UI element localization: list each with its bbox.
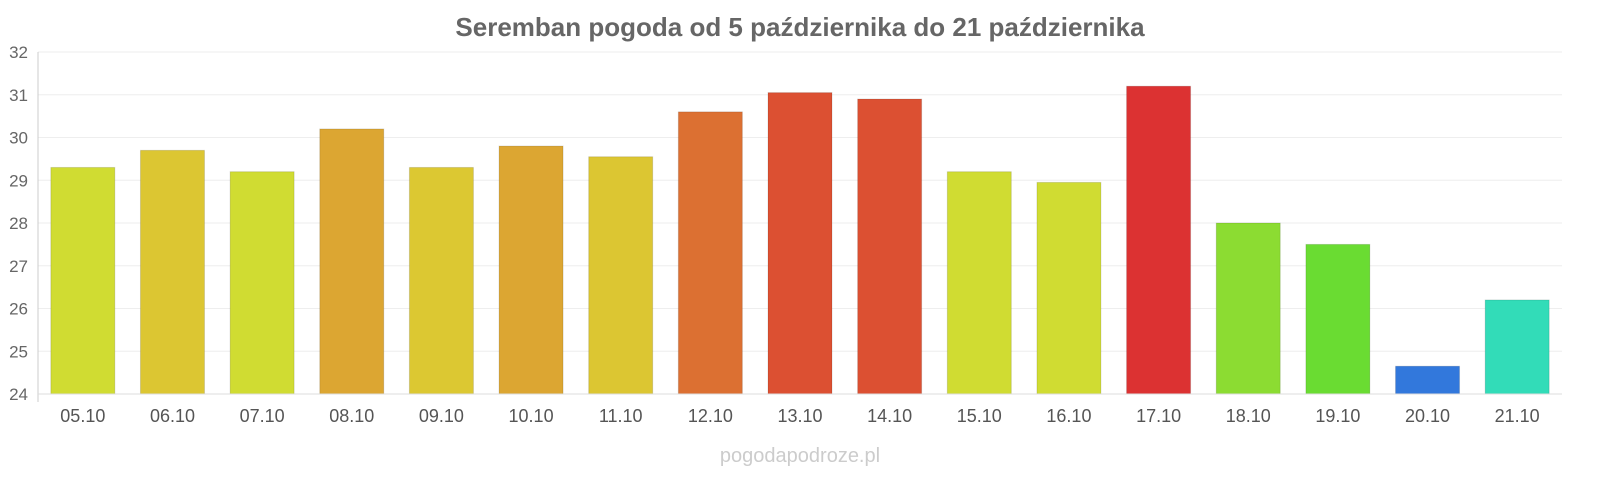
- x-tick-label: 08.10: [329, 406, 374, 426]
- x-tick-label: 17.10: [1136, 406, 1181, 426]
- x-tick-label: 16.10: [1046, 406, 1091, 426]
- y-tick-label: 30: [9, 129, 28, 148]
- x-tick-label: 19.10: [1315, 406, 1360, 426]
- bar-16.10: [1036, 181, 1102, 395]
- bars: [50, 85, 1550, 395]
- x-tick-label: 14.10: [867, 406, 912, 426]
- x-axis: 05.10 06.10 07.10 08.10 09.10 10.10 11.10 12.10…: [38, 393, 1562, 426]
- bar-11.10: [588, 156, 654, 395]
- x-tick-label: 06.10: [150, 406, 195, 426]
- bar-18.10: [1215, 222, 1281, 395]
- y-tick-label: 24: [9, 385, 28, 404]
- bar-12.10: [677, 111, 743, 395]
- bar-17.10: [1126, 85, 1192, 395]
- y-tick-label: 27: [9, 257, 28, 276]
- x-tick-label: 09.10: [419, 406, 464, 426]
- x-tick-label: 07.10: [240, 406, 285, 426]
- bar-07.10: [229, 171, 295, 395]
- x-tick-label: 13.10: [777, 406, 822, 426]
- bar-06.10: [139, 149, 205, 395]
- bar-10.10: [498, 145, 564, 395]
- y-tick-label: 28: [9, 214, 28, 233]
- bar-15.10: [946, 171, 1012, 395]
- x-tick-label: 11.10: [599, 406, 643, 426]
- credit-text: pogodapodroze.pl: [720, 445, 880, 467]
- y-axis: 24 25 26 27 28 29 30 31 32: [9, 43, 39, 404]
- x-tick-label: 12.10: [688, 406, 733, 426]
- bar-05.10: [50, 166, 116, 395]
- x-tick-label: 10.10: [509, 406, 554, 426]
- bar-13.10: [767, 92, 833, 395]
- y-tick-label: 32: [9, 43, 28, 62]
- bar-14.10: [857, 98, 923, 395]
- y-tick-label: 31: [9, 86, 28, 105]
- x-tick-label: 21.10: [1495, 406, 1540, 426]
- bar-21.10: [1484, 299, 1550, 395]
- y-tick-label: 25: [9, 342, 28, 361]
- x-tick-label: 18.10: [1226, 406, 1271, 426]
- y-tick-label: 26: [9, 300, 28, 319]
- chart-title: Seremban pogoda od 5 października do 21 …: [455, 12, 1145, 42]
- bar-20.10: [1395, 365, 1461, 395]
- y-tick-label: 29: [9, 171, 28, 190]
- x-tick-label: 20.10: [1405, 406, 1450, 426]
- bar-08.10: [319, 128, 385, 395]
- x-tick-label: 15.10: [957, 406, 1002, 426]
- bar-09.10: [408, 166, 474, 395]
- x-tick-label: 05.10: [60, 406, 105, 426]
- bar-19.10: [1305, 243, 1371, 395]
